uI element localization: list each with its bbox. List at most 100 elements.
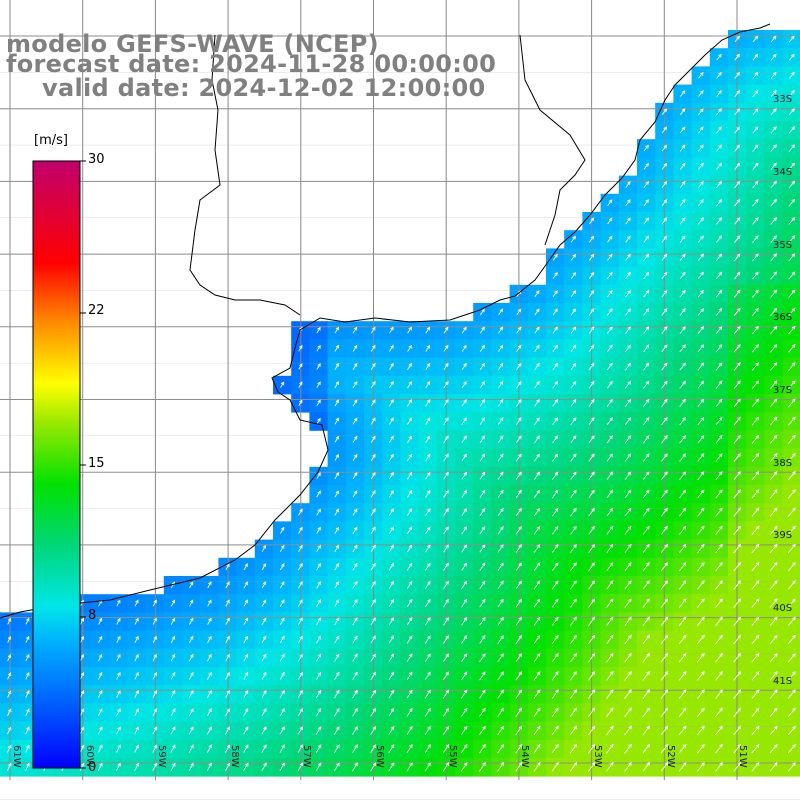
wind-arrow (606, 598, 614, 608)
wind-arrow (679, 90, 686, 97)
wind-arrow (206, 744, 212, 753)
wind-arrow (497, 671, 504, 681)
coastline (0, 23, 771, 619)
wind-arrow (388, 453, 394, 462)
wind-arrow (716, 90, 722, 97)
wind-arrow (334, 326, 340, 334)
wind-arrow (534, 453, 540, 462)
wind-arrow (515, 453, 522, 462)
wind-arrow (570, 326, 577, 334)
wind-arrow (298, 581, 303, 589)
wind-arrow (660, 562, 668, 572)
wind-arrow (643, 326, 650, 334)
wind-arrow (334, 744, 340, 754)
wind-arrow (678, 762, 687, 772)
wind-arrow (425, 362, 431, 371)
wind-arrow (678, 652, 687, 663)
wind-arrow (770, 325, 778, 335)
wind-arrow (534, 399, 540, 407)
wind-arrow (770, 307, 778, 317)
wind-arrow (243, 744, 249, 753)
wind-arrow (498, 308, 504, 316)
colorbar-tick-8: 8 (88, 608, 97, 623)
wind-arrow (515, 489, 522, 499)
wind-arrow (188, 690, 194, 698)
wind-arrow (497, 471, 504, 480)
wind-arrow (461, 326, 467, 334)
wind-arrow (261, 581, 267, 589)
wind-arrow (587, 725, 596, 736)
wind-arrow (733, 616, 742, 627)
wind-arrow (443, 362, 449, 371)
wind-arrow (606, 616, 614, 626)
wind-arrow (479, 616, 486, 626)
wind-arrow (497, 762, 504, 772)
wind-arrow (370, 653, 376, 662)
wind-arrow (624, 398, 632, 407)
wind-arrow (787, 452, 796, 463)
wind-arrow (316, 326, 321, 334)
wind-arrow (607, 253, 613, 261)
wind-arrow (751, 398, 760, 408)
wind-arrow (515, 634, 523, 644)
wind-arrow (769, 616, 778, 626)
lon-label-61w: 61W (11, 745, 22, 768)
wind-arrow (751, 434, 760, 444)
wind-arrow (715, 598, 723, 608)
wind-arrow (170, 599, 175, 607)
wind-arrow (479, 653, 486, 663)
wind-arrow (642, 689, 650, 699)
wind-arrow (733, 380, 741, 389)
wind-arrow (479, 489, 486, 498)
wind-arrow (642, 489, 650, 499)
wind-arrow (533, 634, 541, 644)
wind-arrow (352, 453, 358, 461)
wind-arrow (515, 616, 522, 626)
wind-arrow (716, 108, 722, 116)
wind-arrow (461, 653, 468, 663)
wind-arrow (189, 617, 194, 625)
wind-arrow (661, 489, 668, 499)
wind-arrow (679, 235, 686, 243)
wind-arrow (678, 689, 687, 699)
wind-arrow (279, 762, 285, 772)
wind-arrow (443, 507, 449, 517)
wind-arrow (751, 561, 760, 572)
wind-arrow (588, 652, 596, 663)
wind-arrow (479, 380, 485, 389)
wind-arrow (533, 671, 541, 681)
wind-arrow (661, 471, 668, 480)
wind-arrow (625, 253, 631, 261)
wind-arrow (715, 634, 723, 645)
wind-arrow (698, 108, 704, 116)
wind-arrow (588, 308, 595, 316)
wind-arrow (678, 634, 687, 645)
wind-arrow (497, 489, 504, 498)
wind-arrow (279, 690, 285, 699)
wind-arrow (515, 762, 523, 772)
wind-arrow (497, 653, 504, 663)
wind-arrow (316, 472, 321, 480)
wind-arrow (225, 708, 230, 717)
wind-arrow (552, 435, 559, 444)
wind-arrow (715, 235, 723, 243)
wind-arrow (497, 526, 504, 535)
wind-arrow (769, 507, 778, 517)
wind-arrow (715, 471, 723, 481)
wind-arrow (352, 362, 358, 371)
wind-arrow (533, 507, 541, 517)
wind-arrow (716, 162, 722, 170)
wind-arrow (425, 471, 431, 480)
wind-arrow (606, 580, 614, 590)
wind-arrows (6, 35, 796, 772)
wind-arrow (788, 71, 795, 79)
wind-arrow (570, 562, 577, 572)
wind-arrow (534, 362, 540, 371)
wind-arrow (625, 271, 631, 280)
wind-arrow (570, 271, 576, 279)
wind-arrow (787, 743, 796, 754)
wind-arrow (370, 490, 376, 498)
wind-arrow (715, 652, 723, 663)
wind-arrow (370, 580, 376, 589)
wind-arrow (643, 199, 649, 207)
